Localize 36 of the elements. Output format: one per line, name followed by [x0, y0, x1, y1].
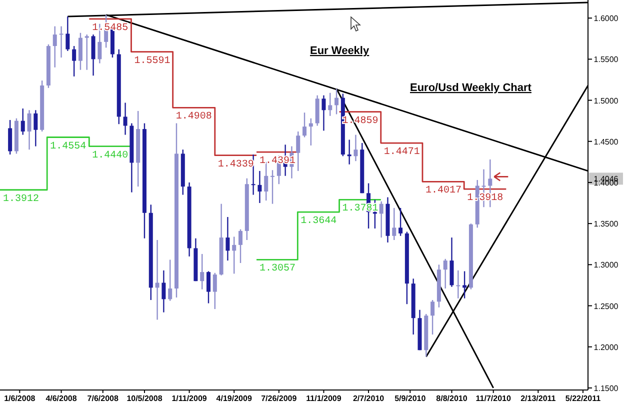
annotation: 1.4017	[425, 186, 462, 197]
annotation: Eur Weekly	[310, 45, 370, 57]
annotation: Euro/Usd Weekly Chart	[410, 82, 532, 94]
annotation: 1.3644	[300, 216, 337, 228]
y-tick-label: 1.3000	[594, 260, 619, 270]
x-tick-label: 11/1/2009	[306, 394, 342, 403]
y-tick-label: 1.4500	[594, 137, 619, 146]
y-tick-label: 1.5500	[594, 55, 619, 64]
x-tick-label: 8/8/2010	[436, 394, 468, 403]
annotation: 1.4908	[176, 112, 212, 123]
annotation: 1.5591	[134, 56, 170, 67]
annotation: 1.3057	[260, 264, 296, 275]
annotation: 1.3912	[3, 194, 40, 205]
y-tick-label: 1.2500	[594, 302, 619, 311]
x-tick-label: 4/6/2008	[46, 394, 78, 403]
x-tick-label: 7/6/2008	[87, 394, 119, 403]
y-tick-label: 1.3500	[594, 220, 619, 229]
annotation: 1.5485	[92, 22, 128, 34]
annotation: 1.4554	[50, 141, 86, 152]
y-tick-label: 1.2000	[594, 342, 619, 352]
x-tick-label: 10/5/2008	[126, 394, 163, 403]
x-tick-label: 5/22/2011	[565, 394, 602, 403]
x-tick-label: 5/9/2010	[394, 394, 426, 403]
annotation: 1.3918	[467, 193, 504, 204]
x-tick-label: 1/11/2009	[172, 394, 208, 403]
x-tick-label: 1/6/2008	[4, 394, 36, 403]
x-tick-label: 11/7/2010	[476, 394, 512, 403]
annotation: 1.4471	[384, 147, 420, 158]
x-tick-label: 2/13/2011	[520, 394, 556, 403]
y-tick-label: 1.1500	[594, 384, 619, 393]
x-tick-label: 2/7/2010	[352, 394, 385, 403]
y-tick-label: 1.5000	[594, 96, 619, 106]
annotation: 1.4440	[92, 150, 128, 162]
y-tick-label: 1.6000	[594, 14, 619, 24]
x-tick-label: 7/26/2009	[261, 394, 298, 403]
x-tick-label: 4/19/2009	[216, 394, 252, 403]
